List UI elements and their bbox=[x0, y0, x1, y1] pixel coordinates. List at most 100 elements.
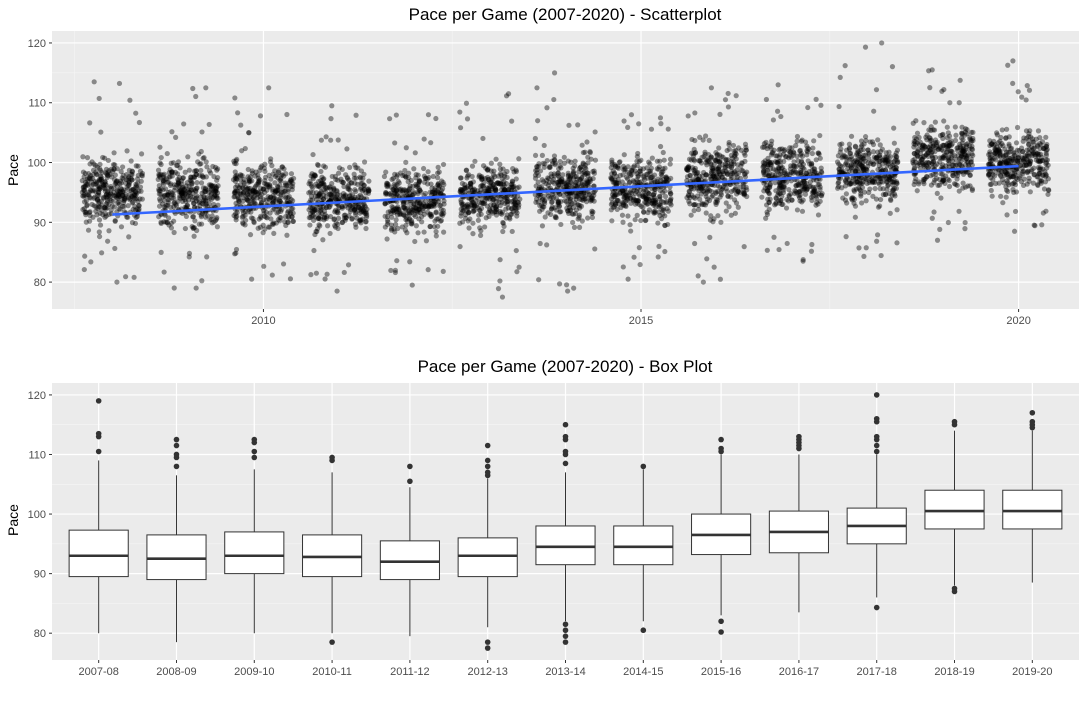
scatter-point bbox=[117, 193, 123, 200]
scatter-point bbox=[340, 196, 346, 202]
scatter-point bbox=[164, 220, 170, 226]
scatter-point bbox=[130, 199, 136, 205]
scatter-point bbox=[408, 218, 415, 224]
scatter-point bbox=[617, 190, 623, 197]
scatter-point bbox=[654, 166, 660, 172]
scatter-point bbox=[171, 187, 178, 193]
scatter-point bbox=[490, 182, 496, 188]
scatter-point bbox=[232, 184, 239, 190]
scatter-point bbox=[323, 215, 329, 222]
scatter-point bbox=[188, 187, 194, 193]
scatter-point bbox=[204, 194, 211, 200]
scatter-point bbox=[131, 192, 137, 199]
scatter-point bbox=[156, 196, 163, 202]
scatter-point bbox=[193, 171, 199, 178]
scatter-point bbox=[323, 134, 329, 140]
scatter-point bbox=[96, 186, 103, 192]
scatter-point bbox=[176, 188, 182, 195]
scatter-point bbox=[707, 188, 713, 194]
scatter-point bbox=[652, 197, 659, 203]
scatter-point bbox=[320, 182, 326, 188]
scatter-point bbox=[312, 193, 318, 199]
scatter-point bbox=[189, 223, 195, 230]
scatter-point bbox=[551, 180, 557, 186]
scatter-point bbox=[697, 134, 703, 140]
scatter-point bbox=[465, 183, 471, 190]
scatter-point bbox=[945, 130, 951, 136]
scatter-point bbox=[798, 158, 805, 164]
scatter-point bbox=[91, 195, 97, 201]
scatter-point bbox=[862, 44, 869, 50]
scatter-point bbox=[212, 192, 218, 199]
scatter-point bbox=[537, 208, 543, 214]
scatter-point bbox=[497, 257, 503, 263]
scatter-point bbox=[620, 172, 626, 178]
scatter-point bbox=[477, 225, 483, 231]
scatter-point bbox=[735, 189, 741, 195]
scatter-point bbox=[112, 245, 118, 252]
scatter-point bbox=[624, 196, 631, 202]
scatter-point bbox=[480, 163, 487, 169]
scatter-point bbox=[358, 220, 364, 226]
scatter-point bbox=[894, 180, 900, 187]
scatter-point bbox=[84, 155, 91, 161]
scatter-point bbox=[411, 191, 417, 197]
scatter-point bbox=[768, 141, 774, 147]
scatter-point bbox=[318, 188, 324, 195]
scatter-point bbox=[556, 281, 563, 287]
scatter-point bbox=[352, 194, 358, 200]
scatter-point bbox=[111, 204, 118, 210]
scatter-point bbox=[877, 203, 883, 209]
scatter-point bbox=[102, 179, 108, 185]
scatter-point bbox=[193, 198, 199, 204]
scatter-point bbox=[865, 160, 871, 166]
scatter-point bbox=[540, 179, 547, 185]
scatter-point bbox=[86, 175, 92, 181]
scatter-point bbox=[132, 192, 138, 198]
scatter-point bbox=[282, 188, 288, 194]
scatter-point bbox=[132, 220, 139, 227]
scatter-point bbox=[214, 190, 221, 196]
scatter-point bbox=[361, 210, 367, 216]
scatter-point bbox=[180, 186, 187, 192]
scatter-point bbox=[723, 161, 729, 167]
scatter-point bbox=[163, 186, 169, 192]
scatter-point bbox=[233, 200, 239, 206]
scatter-point bbox=[98, 176, 104, 183]
scatter-point bbox=[208, 191, 214, 197]
scatter-point bbox=[1006, 143, 1012, 149]
scatter-point bbox=[719, 161, 726, 168]
scatter-point bbox=[717, 194, 723, 200]
scatter-point bbox=[950, 172, 956, 178]
scatter-point bbox=[805, 104, 811, 111]
scatter-point bbox=[856, 245, 862, 251]
scatter-point bbox=[611, 193, 618, 199]
scatter-point bbox=[118, 185, 124, 191]
scatter-point bbox=[561, 184, 567, 190]
scatter-point bbox=[96, 185, 103, 191]
scatter-point bbox=[501, 173, 508, 179]
scatter-point bbox=[646, 191, 652, 197]
scatter-point bbox=[699, 201, 705, 208]
scatter-point bbox=[493, 204, 499, 210]
scatter-point bbox=[419, 202, 425, 208]
scatter-point bbox=[101, 205, 107, 211]
scatter-point bbox=[404, 190, 410, 196]
scatter-point bbox=[196, 151, 202, 157]
scatter-point bbox=[128, 158, 134, 164]
scatter-point bbox=[392, 269, 398, 276]
scatter-point bbox=[508, 181, 514, 188]
scatter-point bbox=[355, 194, 362, 200]
scatter-point bbox=[551, 70, 558, 76]
scatter-point bbox=[194, 185, 200, 191]
scatter-point bbox=[94, 212, 100, 218]
scatter-point bbox=[534, 163, 540, 170]
scatter-point bbox=[932, 148, 938, 155]
scatter-point bbox=[233, 161, 239, 167]
scatter-point bbox=[1034, 182, 1041, 188]
scatter-point bbox=[114, 178, 120, 184]
scatter-point bbox=[583, 195, 589, 202]
scatter-point bbox=[660, 199, 667, 205]
scatter-point bbox=[483, 165, 489, 171]
scatter-point bbox=[516, 184, 522, 190]
